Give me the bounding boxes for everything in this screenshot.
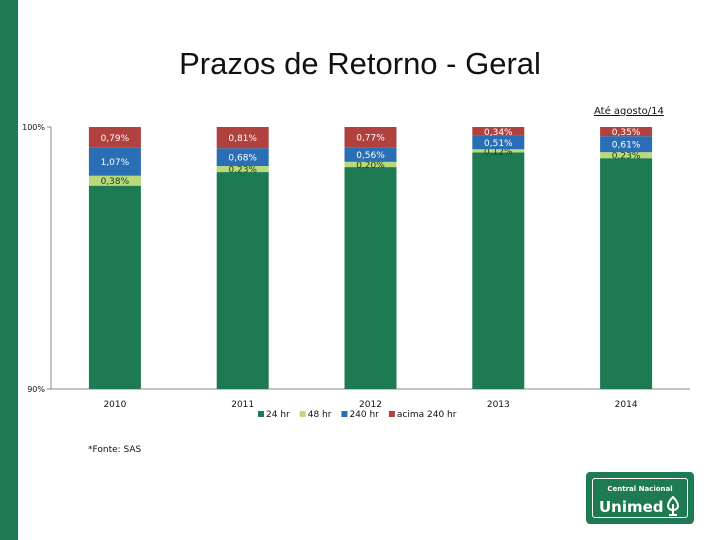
bar-segment — [344, 161, 397, 168]
x-tick-label: 2010 — [103, 400, 126, 410]
bar-segment — [472, 135, 525, 150]
bar-segment — [472, 149, 525, 153]
x-tick-label: 2013 — [487, 400, 510, 410]
data-label: 0,38% — [101, 177, 130, 187]
legend-swatch — [299, 411, 306, 417]
logo-main-text: Unimed — [599, 498, 664, 516]
bar-segment — [600, 136, 653, 153]
y-tick-label: 100% — [22, 123, 45, 132]
y-tick-label: 90% — [27, 385, 45, 394]
data-label: 0,34% — [484, 128, 513, 138]
bar-segment — [88, 127, 141, 148]
data-label: 0,51% — [484, 139, 513, 149]
bar-segment — [344, 127, 397, 148]
logo-top-text: Central Nacional — [607, 485, 673, 493]
bar-segment — [600, 127, 653, 137]
bar-segment — [88, 175, 141, 186]
unimed-logo: Central Nacional Unimed — [586, 472, 694, 524]
page-title: Prazos de Retorno - Geral — [179, 46, 541, 81]
legend-swatch — [258, 411, 264, 417]
data-label: 0,12% — [484, 147, 513, 157]
legend-label: acima 240 hr — [397, 410, 457, 420]
data-label: 0,23% — [228, 166, 257, 176]
legend-label: 24 hr — [266, 410, 290, 420]
data-label: 0,77% — [356, 134, 385, 144]
bar-segment — [600, 152, 653, 159]
bar-segment — [344, 167, 397, 389]
period-subtitle: Até agosto/14 — [594, 106, 664, 117]
bar-segment — [216, 127, 269, 149]
legend-label: 48 hr — [308, 410, 332, 420]
data-label: 0,23% — [612, 152, 641, 162]
legend-swatch — [341, 411, 348, 417]
bar-segment — [216, 172, 269, 389]
bar-segment — [472, 152, 525, 389]
legend-label: 240 hr — [349, 410, 379, 420]
data-label: 0,56% — [356, 151, 385, 161]
source-note: *Fonte: SAS — [88, 445, 142, 455]
data-label: 1,07% — [101, 158, 130, 168]
bar-segment — [216, 148, 269, 167]
data-label: 0,79% — [101, 134, 130, 144]
bar-segment — [216, 166, 269, 173]
data-label: 0,61% — [612, 141, 641, 151]
bar-segment — [344, 147, 397, 162]
x-tick-label: 2011 — [231, 400, 254, 410]
bar-segment — [88, 147, 141, 176]
left-accent-bar — [0, 0, 18, 540]
bar-segment — [88, 185, 141, 389]
data-label: 0,35% — [612, 128, 641, 138]
x-tick-label: 2014 — [615, 400, 638, 410]
data-label: 0,81% — [228, 134, 257, 144]
bar-segment — [472, 127, 525, 136]
bar-segment — [600, 158, 653, 389]
logo-frame: Central Nacional Unimed — [592, 478, 688, 518]
x-tick-label: 2012 — [359, 400, 382, 410]
data-label: 0,68% — [228, 154, 257, 164]
legend-swatch — [388, 411, 395, 417]
data-label: 0,20% — [356, 161, 385, 171]
unimed-tree-icon — [666, 496, 680, 516]
